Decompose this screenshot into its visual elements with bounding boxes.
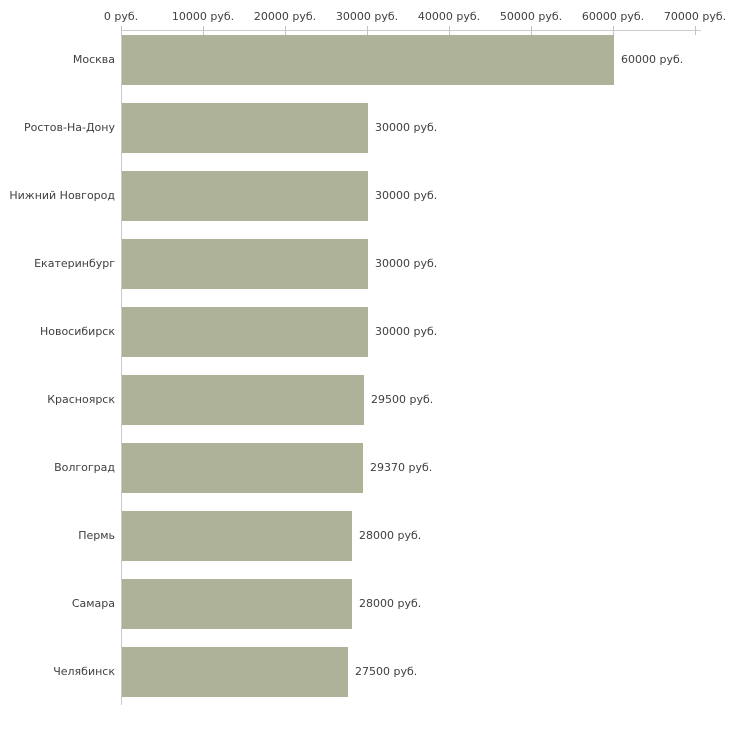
value-label: 30000 руб. xyxy=(375,325,438,338)
value-label: 29370 руб. xyxy=(370,461,433,474)
value-label: 28000 руб. xyxy=(359,529,422,542)
bar xyxy=(122,443,363,493)
value-label: 28000 руб. xyxy=(359,597,422,610)
bar xyxy=(122,171,368,221)
category-label: Екатеринбург xyxy=(34,257,115,270)
bar xyxy=(122,579,352,629)
value-label: 27500 руб. xyxy=(355,665,418,678)
value-label: 30000 руб. xyxy=(375,121,438,134)
category-label: Челябинск xyxy=(53,665,115,678)
x-axis-tick-label: 50000 руб. xyxy=(499,10,563,23)
category-label: Пермь xyxy=(78,529,115,542)
category-label: Красноярск xyxy=(47,393,115,406)
x-axis-tick-label: 70000 руб. xyxy=(663,10,727,23)
category-label: Волгоград xyxy=(54,461,115,474)
value-label: 60000 руб. xyxy=(621,53,684,66)
bar xyxy=(122,239,368,289)
x-axis-tick-label: 0 руб. xyxy=(103,10,139,23)
value-label: 30000 руб. xyxy=(375,189,438,202)
value-label: 29500 руб. xyxy=(371,393,434,406)
category-label: Новосибирск xyxy=(39,325,115,338)
x-axis-tick-mark xyxy=(613,26,614,35)
value-label: 30000 руб. xyxy=(375,257,438,270)
x-axis-tick-mark xyxy=(121,26,122,35)
x-axis-tick-mark xyxy=(285,26,286,35)
x-axis-tick-mark xyxy=(449,26,450,35)
bar xyxy=(122,375,364,425)
y-axis-line xyxy=(121,30,122,705)
bar xyxy=(122,511,352,561)
x-axis-tick-mark xyxy=(367,26,368,35)
bar xyxy=(122,647,348,697)
x-axis-line xyxy=(121,30,701,31)
x-axis-tick-mark xyxy=(531,26,532,35)
x-axis-tick-label: 20000 руб. xyxy=(253,10,317,23)
bar xyxy=(122,103,368,153)
category-label: Москва xyxy=(72,53,115,66)
x-axis-tick-label: 40000 руб. xyxy=(417,10,481,23)
category-label: Самара xyxy=(71,597,115,610)
x-axis-tick-label: 10000 руб. xyxy=(171,10,235,23)
bar xyxy=(122,307,368,357)
x-axis-tick-mark xyxy=(695,26,696,35)
x-axis-tick-mark xyxy=(203,26,204,35)
x-axis-tick-label: 30000 руб. xyxy=(335,10,399,23)
category-label: Нижний Новгород xyxy=(9,189,115,202)
bar xyxy=(122,35,614,85)
x-axis-tick-label: 60000 руб. xyxy=(581,10,645,23)
category-label: Ростов-На-Дону xyxy=(23,121,115,134)
